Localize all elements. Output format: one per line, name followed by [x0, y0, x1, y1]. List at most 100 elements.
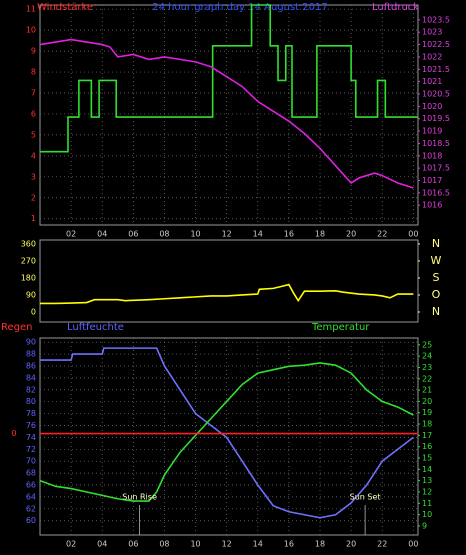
x-tick-label: 16: [284, 540, 294, 549]
axis-label: Luftdruck: [372, 2, 419, 13]
y-tick-label: 4: [31, 151, 36, 160]
y2-tick-label: 21: [422, 386, 432, 395]
y2-tick-label: 9: [422, 521, 427, 530]
x-tick-label: 02: [66, 230, 76, 239]
x-tick-label: 10: [190, 230, 200, 239]
y2-tick-label: 1020.5: [422, 89, 450, 98]
y-tick-label: 5: [31, 130, 36, 139]
y-tick-label: 74: [26, 433, 36, 442]
y2-tick-label: 18: [422, 420, 432, 429]
y2-tick-label: 25: [422, 340, 432, 349]
y-tick-label: 88: [26, 350, 36, 359]
y2-tick-label: 12: [422, 487, 432, 496]
y-tick-label: 64: [26, 492, 36, 501]
x-tick-label: 00: [408, 540, 418, 549]
y-tick-label: 62: [26, 504, 36, 513]
x-tick-label: 00: [408, 230, 418, 239]
y-tick-label: 360: [21, 239, 36, 248]
y2-tick-label: 1016: [422, 201, 442, 210]
y-tick-label: 7: [31, 89, 36, 98]
y2-tick-label: 1023: [422, 28, 442, 37]
series-line: [40, 347, 414, 519]
x-tick-label: 14: [253, 230, 263, 239]
y2-tick-label: 17: [422, 431, 432, 440]
x-tick-label: 12: [222, 540, 232, 549]
y-tick-label: 60: [26, 516, 36, 525]
y2-tick-label: 1019.5: [422, 114, 450, 123]
y2-tick-label: 1019: [422, 127, 442, 136]
annotation: Sun Set: [350, 493, 381, 502]
y2-tick-label: 1023.5: [422, 15, 450, 24]
y2-tick-label: 1016.5: [422, 188, 450, 197]
y-tick-label: 1: [31, 214, 36, 223]
y2-tick-label: 10: [422, 510, 432, 519]
y-tick-label: 9: [31, 47, 36, 56]
y-tick-label: 10: [26, 26, 36, 35]
y2-tick-label: N: [432, 237, 440, 250]
y-tick-label: 2: [31, 193, 36, 202]
y2-tick-label: 1017: [422, 176, 442, 185]
x-tick-label: 22: [377, 230, 387, 239]
axis-label: Windstärke: [37, 2, 93, 13]
x-tick-label: 20: [346, 230, 356, 239]
x-tick-label: 10: [190, 540, 200, 549]
y-tick-label: 84: [26, 373, 36, 382]
axis-label: Regen: [1, 322, 33, 333]
annotation: Sun Rise: [122, 493, 157, 502]
y-tick-label: 0: [31, 307, 36, 316]
plot-frame: [39, 4, 419, 226]
x-tick-label: 18: [315, 540, 325, 549]
y2-tick-label: 1017.5: [422, 164, 450, 173]
y-tick-label: 90: [26, 290, 36, 299]
x-tick-label: 06: [128, 540, 138, 549]
y2-tick-label: 1022.5: [422, 40, 450, 49]
y-tick-label: 3: [31, 172, 36, 181]
chart-title: 24 hour graph day 14 August 2017: [152, 2, 328, 13]
y2-tick-label: 22: [422, 374, 432, 383]
y-tick-label: 70: [26, 457, 36, 466]
x-tick-label: 02: [66, 540, 76, 549]
y-tick-label: 90: [26, 338, 36, 347]
y-tick-label: 86: [26, 361, 36, 370]
plot-frame: [39, 337, 419, 536]
y2-tick-label: N: [432, 305, 440, 318]
y2-tick-label: 1020: [422, 102, 442, 111]
y2-tick-label: 19: [422, 408, 432, 417]
x-tick-label: 16: [284, 230, 294, 239]
plot-frame: [39, 239, 419, 323]
y2-tick-label: 1021.5: [422, 65, 450, 74]
series-line: [39, 38, 414, 189]
y3-tick-label: 0: [11, 429, 16, 438]
x-tick-label: 04: [97, 230, 107, 239]
y2-tick-label: 1022: [422, 52, 442, 61]
x-tick-label: 12: [222, 230, 232, 239]
y-tick-label: 80: [26, 397, 36, 406]
y-tick-label: 8: [31, 68, 36, 77]
y-tick-label: 68: [26, 469, 36, 478]
x-tick-label: 04: [97, 540, 107, 549]
y2-tick-label: 1018: [422, 151, 442, 160]
axis-label: Temperatur: [311, 322, 370, 333]
y2-tick-label: S: [433, 271, 440, 284]
y2-tick-label: 13: [422, 476, 432, 485]
y2-tick-label: 14: [422, 465, 432, 474]
y-tick-label: 72: [26, 445, 36, 454]
y2-tick-label: 20: [422, 397, 432, 406]
y2-tick-label: 23: [422, 363, 432, 372]
x-tick-label: 18: [315, 230, 325, 239]
y-tick-label: 11: [26, 5, 36, 14]
y-tick-label: 82: [26, 385, 36, 394]
series-line: [40, 4, 418, 153]
axis-label: Luftfeuchte: [67, 322, 124, 333]
y-tick-label: 180: [21, 273, 36, 282]
series-line: [39, 362, 414, 502]
y-tick-label: 66: [26, 481, 36, 490]
y2-tick-label: 16: [422, 442, 432, 451]
x-tick-label: 20: [346, 540, 356, 549]
x-tick-label: 08: [159, 230, 169, 239]
y2-tick-label: 15: [422, 454, 432, 463]
y2-tick-label: 11: [422, 499, 432, 508]
x-tick-label: 14: [253, 540, 263, 549]
y-tick-label: 76: [26, 421, 36, 430]
